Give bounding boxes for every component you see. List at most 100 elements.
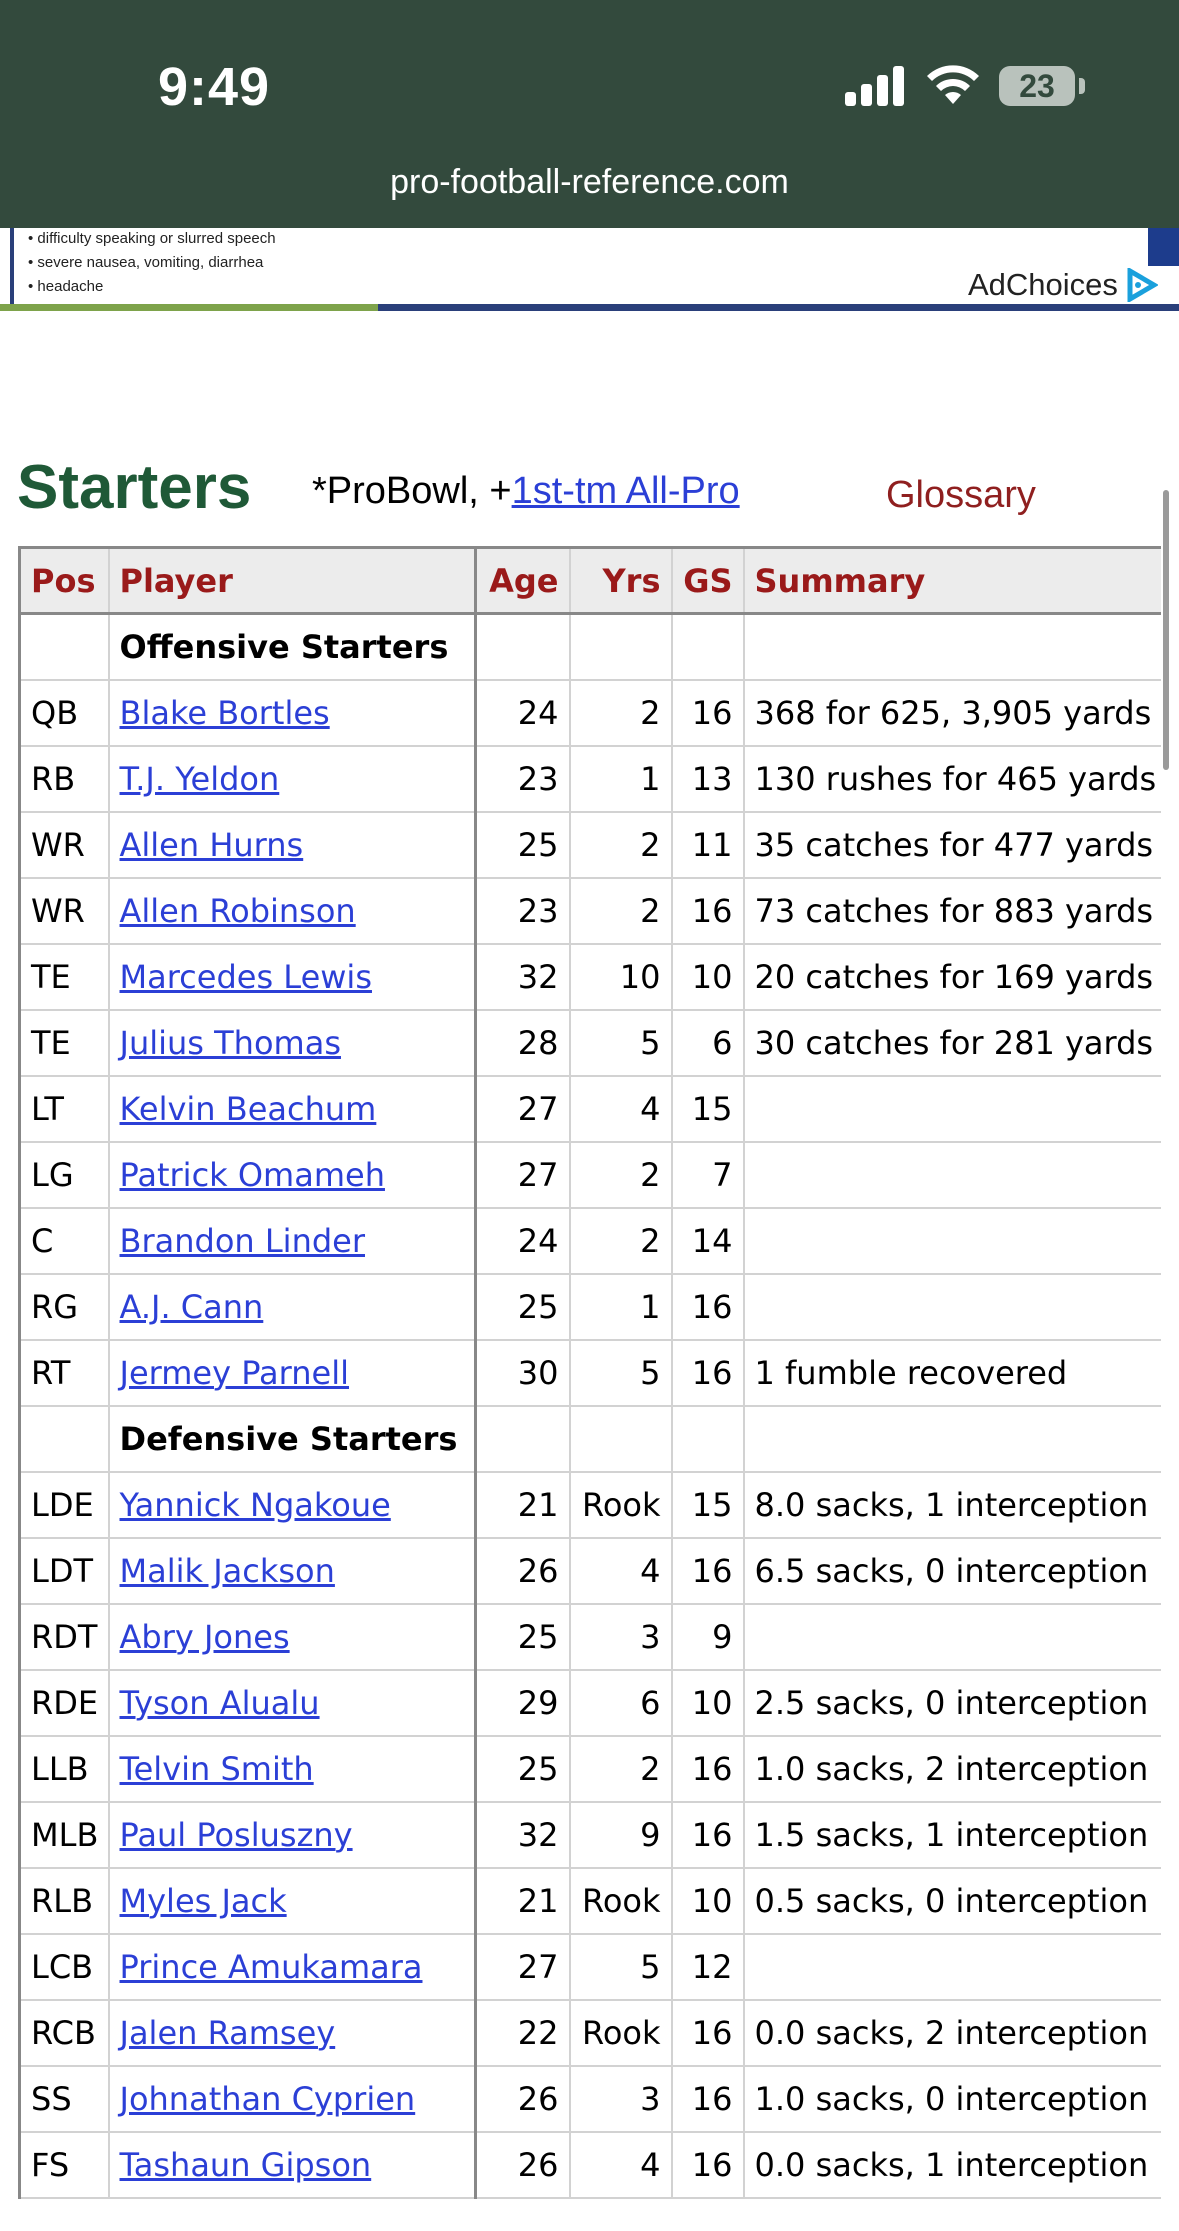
wifi-icon: [927, 65, 979, 104]
yrs-cell: 2: [568, 1140, 673, 1209]
player-link[interactable]: Tashaun Gipson: [119, 2145, 372, 2184]
header-summary[interactable]: Summary: [742, 546, 1161, 615]
yrs-cell: 3: [568, 2064, 673, 2133]
probowl-note: *ProBowl, +1st-tm All-Pro: [312, 470, 740, 513]
player-link[interactable]: Tyson Alualu: [119, 1683, 320, 1722]
age-cell: 32: [474, 942, 571, 1011]
player-link[interactable]: Abry Jones: [119, 1617, 290, 1656]
ad-text-line: • severe nausea, vomiting, diarrhea: [28, 254, 264, 271]
table-row: LDE Yannick Ngakoue 21 Rook 15 8.0 sacks, 1 i…: [18, 1470, 1161, 1539]
age-cell: 21: [474, 1470, 571, 1539]
yrs-cell: 1: [568, 1272, 673, 1341]
battery-level: 23: [1019, 68, 1055, 104]
age-cell: 30: [474, 1338, 571, 1407]
yrs-cell: 5: [568, 1008, 673, 1077]
age-cell: 32: [474, 1800, 571, 1869]
empty-cell: [18, 612, 110, 681]
player-link[interactable]: Blake Bortles: [119, 693, 330, 732]
gs-cell: 14: [670, 1206, 745, 1275]
scrollbar[interactable]: [1163, 490, 1169, 770]
header-gs[interactable]: GS: [670, 546, 745, 615]
yrs-cell: 5: [568, 1338, 673, 1407]
player-link[interactable]: A.J. Cann: [119, 1287, 264, 1326]
player-link[interactable]: Johnathan Cyprien: [119, 2079, 416, 2118]
player-link[interactable]: Prince Amukamara: [119, 1947, 423, 1986]
gs-cell: 6: [670, 1008, 745, 1077]
age-cell: 23: [474, 876, 571, 945]
pos-cell: WR: [18, 810, 110, 879]
header-pos[interactable]: Pos: [18, 546, 110, 615]
all-pro-link[interactable]: 1st-tm All-Pro: [511, 470, 740, 512]
header-age[interactable]: Age: [474, 546, 571, 615]
player-link[interactable]: T.J. Yeldon: [119, 759, 280, 798]
player-link[interactable]: Allen Robinson: [119, 891, 356, 930]
player-link[interactable]: Allen Hurns: [119, 825, 304, 864]
status-time: 9:49: [158, 57, 271, 117]
yrs-cell: Rook: [568, 1470, 673, 1539]
header-yrs[interactable]: Yrs: [568, 546, 673, 615]
summary-cell: 0.5 sacks, 0 interception: [742, 1866, 1161, 1935]
url-bar[interactable]: pro-football-reference.com: [390, 163, 789, 201]
empty-cell: [670, 1404, 745, 1473]
player-link[interactable]: Paul Posluszny: [119, 1815, 353, 1854]
gs-cell: 16: [670, 2130, 745, 2199]
ad-frame: [10, 228, 1175, 304]
ad-text-line: • headache: [28, 278, 104, 295]
pos-cell: RDE: [18, 1668, 110, 1737]
pos-cell: LT: [18, 1074, 110, 1143]
battery-icon: 23: [999, 66, 1075, 106]
summary-cell: 0.0 sacks, 1 interception: [742, 2130, 1161, 2199]
table-row: LG Patrick Omameh 27 2 7: [18, 1140, 1161, 1209]
pos-cell: TE: [18, 1008, 110, 1077]
player-link[interactable]: Marcedes Lewis: [119, 957, 372, 996]
player-link[interactable]: Jermey Parnell: [119, 1353, 350, 1392]
gs-cell: 16: [670, 1998, 745, 2067]
player-link[interactable]: Brandon Linder: [119, 1221, 366, 1260]
adchoices-button[interactable]: AdChoices: [960, 268, 1166, 302]
age-cell: 24: [474, 678, 571, 747]
header-player[interactable]: Player: [107, 546, 477, 615]
age-cell: 25: [474, 810, 571, 879]
yrs-cell: 1: [568, 744, 673, 813]
player-link[interactable]: Jalen Ramsey: [119, 2013, 336, 2052]
pos-cell: RCB: [18, 1998, 110, 2067]
yrs-cell: 4: [568, 1074, 673, 1143]
player-link[interactable]: Myles Jack: [119, 1881, 287, 1920]
gs-cell: 15: [670, 1074, 745, 1143]
yrs-cell: 2: [568, 678, 673, 747]
table-row: WR Allen Robinson 23 2 16 73 catches for 883 …: [18, 876, 1161, 945]
summary-cell: 2.5 sacks, 0 interception: [742, 1668, 1161, 1737]
status-bar: 9:49 23 pro-football-reference.com: [0, 0, 1179, 228]
ad-banner[interactable]: • difficulty speaking or slurred speech …: [0, 228, 1179, 318]
empty-cell: [18, 1404, 110, 1473]
gs-cell: 15: [670, 1470, 745, 1539]
empty-cell: [742, 612, 1161, 681]
table-row: QB Blake Bortles 24 2 16 368 for 625, 3,905 y…: [18, 678, 1161, 747]
player-link[interactable]: Patrick Omameh: [119, 1155, 385, 1194]
player-link[interactable]: Telvin Smith: [119, 1749, 314, 1788]
player-cell: Patrick Omameh: [107, 1140, 477, 1209]
glossary-link[interactable]: Glossary: [886, 474, 1036, 516]
player-cell: Kelvin Beachum: [107, 1074, 477, 1143]
table-row: MLB Paul Posluszny 32 9 16 1.5 sacks, 1 inter…: [18, 1800, 1161, 1869]
summary-cell: [742, 1602, 1161, 1671]
ad-text-line: • difficulty speaking or slurred speech: [28, 230, 276, 247]
probowl-text: *ProBowl, +: [312, 470, 512, 512]
player-cell: Allen Robinson: [107, 876, 477, 945]
gs-cell: 13: [670, 744, 745, 813]
gs-cell: 11: [670, 810, 745, 879]
player-link[interactable]: Malik Jackson: [119, 1551, 335, 1590]
yrs-cell: 2: [568, 1206, 673, 1275]
yrs-cell: Rook: [568, 1866, 673, 1935]
player-link[interactable]: Julius Thomas: [119, 1023, 341, 1062]
starters-table-container[interactable]: Pos Player Age Yrs GS Summary Offensive …: [18, 546, 1161, 2200]
player-link[interactable]: Kelvin Beachum: [119, 1089, 377, 1128]
summary-cell: 1.0 sacks, 2 interception: [742, 1734, 1161, 1803]
adchoices-icon: [1127, 268, 1158, 302]
player-cell: Tyson Alualu: [107, 1668, 477, 1737]
pos-cell: TE: [18, 942, 110, 1011]
section-label: Offensive Starters: [107, 612, 477, 681]
gs-cell: 16: [670, 678, 745, 747]
player-cell: Paul Posluszny: [107, 1800, 477, 1869]
player-link[interactable]: Yannick Ngakoue: [119, 1485, 391, 1524]
